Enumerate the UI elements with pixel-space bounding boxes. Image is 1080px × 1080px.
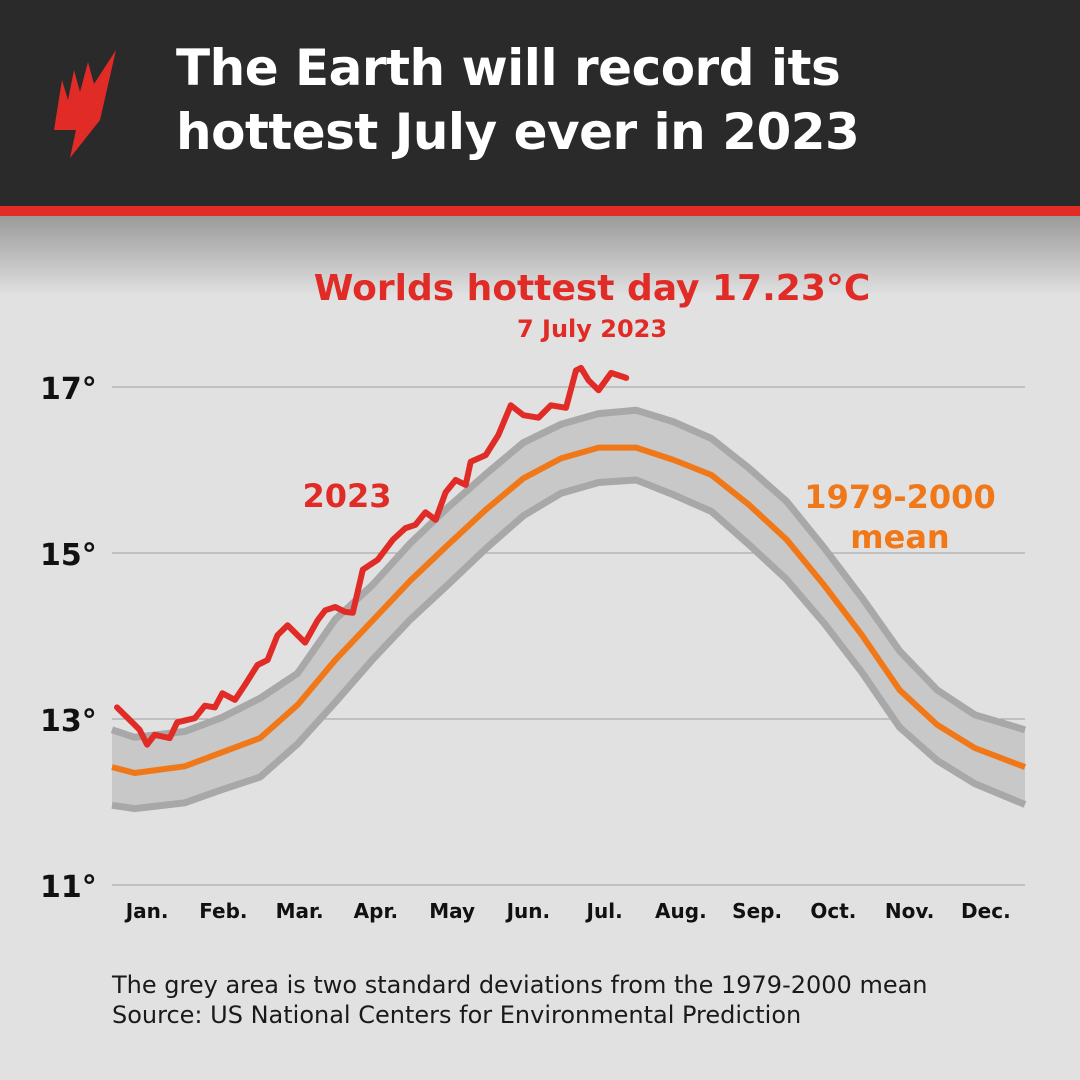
x-tick-label: May: [429, 899, 475, 923]
page-title: The Earth will record its hottest July e…: [176, 36, 860, 164]
x-tick-label: Feb.: [199, 899, 247, 923]
band-upper-edge: [110, 406, 1027, 741]
title-line-1: The Earth will record its: [176, 39, 841, 97]
title-line-2: hottest July ever in 2023: [176, 103, 860, 161]
line-2023: [114, 364, 630, 748]
label-mean-line2: mean: [850, 518, 949, 556]
x-tick-label: Apr.: [354, 899, 398, 923]
header-shadow: [0, 216, 1080, 296]
footer: The grey area is two standard deviations…: [112, 970, 928, 1030]
y-tick-label: 15°: [40, 538, 97, 573]
std-dev-band: [112, 410, 1025, 809]
footnote: The grey area is two standard deviations…: [112, 971, 928, 999]
x-tick-label: Jul.: [585, 899, 623, 923]
x-tick-label: Oct.: [810, 899, 856, 923]
red-stripe: [0, 206, 1080, 216]
x-tick-label: Aug.: [655, 899, 707, 923]
y-tick-label: 17°: [40, 372, 97, 407]
source: Source: US National Centers for Environm…: [112, 1001, 802, 1029]
mean-line: [111, 444, 1027, 776]
y-tick-label: 11°: [40, 870, 97, 905]
label-2023: 2023: [302, 477, 391, 515]
header-bar: [0, 0, 1080, 206]
peak-date: 7 July 2023: [517, 315, 667, 343]
x-tick-label: Nov.: [885, 899, 934, 923]
x-tick-label: Sep.: [732, 899, 782, 923]
peak-annotation: Worlds hottest day 17.23°C: [314, 268, 871, 309]
x-tick-label: Jan.: [124, 899, 169, 923]
label-mean-line1: 1979-2000: [804, 478, 995, 516]
x-tick-label: Jun.: [505, 899, 551, 923]
band-lower-edge: [111, 476, 1027, 813]
x-tick-label: Mar.: [276, 899, 324, 923]
sbs-logo-icon: [54, 50, 116, 158]
x-tick-label: Dec.: [961, 899, 1011, 923]
y-tick-label: 13°: [40, 704, 97, 739]
